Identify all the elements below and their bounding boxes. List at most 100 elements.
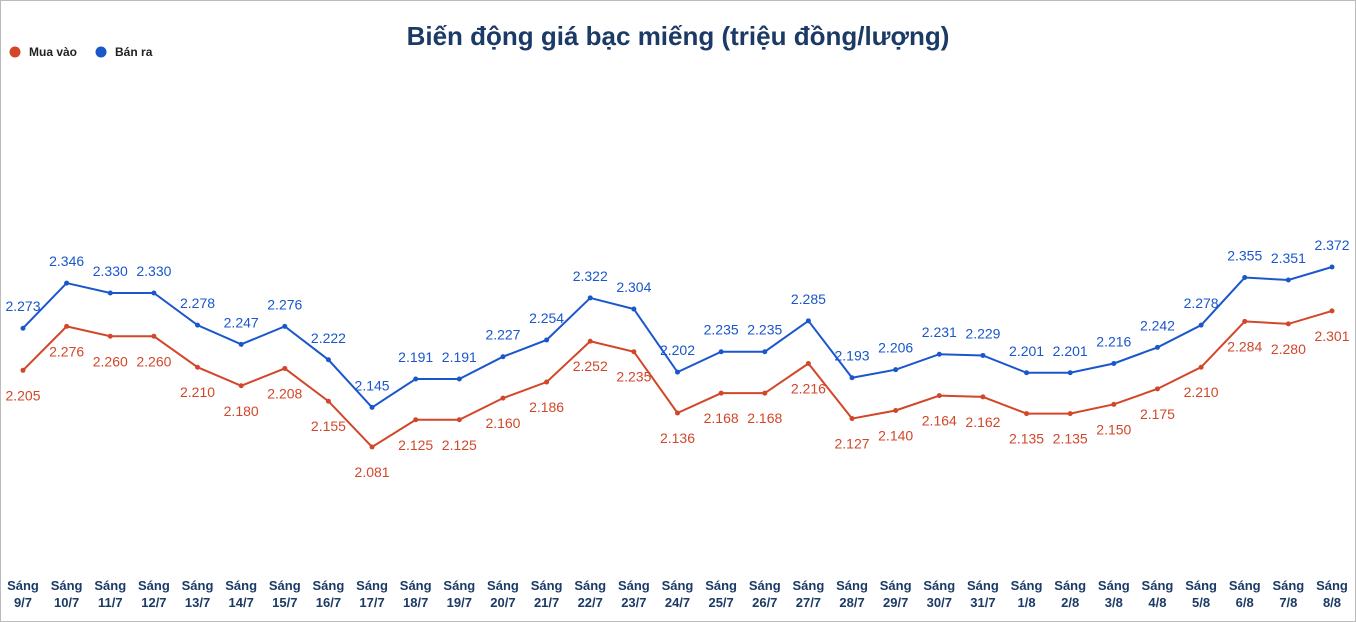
x-tick-label: Sáng 28/7 <box>836 578 868 610</box>
data-label: 2.201 <box>1053 343 1088 359</box>
x-tick-label: Sáng 19/7 <box>443 578 476 610</box>
data-label: 2.351 <box>1271 250 1306 266</box>
x-tick-label: Sáng 7/8 <box>1272 578 1305 610</box>
data-label: 2.285 <box>791 291 826 307</box>
data-label: 2.280 <box>1271 341 1306 357</box>
data-point <box>675 410 680 416</box>
legend-label: Bán ra <box>115 45 153 59</box>
data-label: 2.135 <box>1053 431 1088 447</box>
data-point <box>631 306 637 312</box>
data-point <box>1198 322 1204 328</box>
legend-marker <box>9 46 21 58</box>
data-label: 2.330 <box>136 263 171 279</box>
data-label: 2.229 <box>965 325 1000 341</box>
x-tick-label: Sáng 17/7 <box>356 578 388 610</box>
x-tick-label: Sáng 12/7 <box>137 578 170 610</box>
data-label: 2.135 <box>1009 431 1044 447</box>
data-point <box>64 280 70 286</box>
data-label: 2.227 <box>485 327 520 343</box>
data-label: 2.260 <box>93 353 128 369</box>
x-tick-label: Sáng 11/7 <box>94 578 127 610</box>
data-label: 2.125 <box>442 437 477 453</box>
data-point <box>1242 318 1248 324</box>
data-point <box>282 323 288 329</box>
data-point <box>718 390 724 396</box>
data-point <box>238 341 244 347</box>
x-tick-label: Sáng 1/8 <box>1010 578 1043 610</box>
data-label: 2.191 <box>398 349 433 365</box>
data-point <box>1067 411 1073 417</box>
data-label: 2.235 <box>616 369 651 385</box>
data-point <box>893 408 899 414</box>
data-point <box>1285 277 1291 283</box>
data-label: 2.081 <box>355 464 390 480</box>
data-point <box>1024 370 1030 376</box>
data-point <box>151 290 157 296</box>
data-point <box>1242 275 1248 281</box>
x-tick-label: Sáng 23/7 <box>617 578 650 610</box>
x-tick-label: Sáng 6/8 <box>1228 578 1261 610</box>
data-point <box>20 367 26 373</box>
data-point <box>64 323 70 329</box>
data-point <box>369 404 375 410</box>
data-label: 2.202 <box>660 342 695 358</box>
data-point <box>1024 411 1030 417</box>
data-label: 2.276 <box>267 296 302 312</box>
data-label: 2.186 <box>529 399 564 415</box>
data-label: 2.278 <box>1184 295 1219 311</box>
data-label: 2.168 <box>747 410 782 426</box>
data-label: 2.140 <box>878 428 913 444</box>
x-tick-label: Sáng 26/7 <box>748 578 781 610</box>
data-point <box>587 338 593 344</box>
data-label: 2.150 <box>1096 421 1131 437</box>
data-label: 2.210 <box>1184 384 1219 400</box>
x-tick-label: Sáng 24/7 <box>661 578 694 610</box>
data-label: 2.284 <box>1227 338 1262 354</box>
data-point <box>544 337 550 343</box>
data-label: 2.193 <box>835 348 870 364</box>
data-point <box>1111 401 1117 407</box>
x-tick-label: Sáng 25/7 <box>705 578 738 610</box>
data-label: 2.162 <box>965 414 1000 430</box>
data-point <box>151 333 157 339</box>
data-label: 2.222 <box>311 330 346 346</box>
data-point <box>1154 386 1160 392</box>
data-point <box>893 367 899 373</box>
data-point <box>195 364 201 370</box>
series-line <box>22 266 1333 409</box>
data-label: 2.273 <box>5 298 40 314</box>
x-tick-label: Sáng 22/7 <box>574 578 607 610</box>
x-tick-label: Sáng 13/7 <box>181 578 214 610</box>
data-label: 2.125 <box>398 437 433 453</box>
data-label: 2.145 <box>355 377 390 393</box>
data-label: 2.216 <box>1096 333 1131 349</box>
data-label: 2.136 <box>660 430 695 446</box>
data-point <box>1111 360 1117 366</box>
x-tick-label: Sáng 2/8 <box>1054 578 1087 610</box>
data-label: 2.276 <box>49 343 84 359</box>
legend-marker <box>95 46 107 58</box>
data-label: 2.252 <box>573 358 608 374</box>
data-label: 2.208 <box>267 385 302 401</box>
x-tick-label: Sáng 15/7 <box>268 578 301 610</box>
data-label: 2.242 <box>1140 317 1175 333</box>
data-point <box>631 349 637 355</box>
x-tick-label: Sáng 8/8 <box>1316 578 1348 610</box>
data-label: 2.155 <box>311 418 346 434</box>
data-point <box>805 360 811 366</box>
data-point <box>762 349 768 355</box>
data-point <box>980 394 986 400</box>
data-label: 2.205 <box>5 387 40 403</box>
data-point <box>413 376 419 382</box>
x-tick-label: Sáng 31/7 <box>967 578 999 610</box>
data-point <box>762 390 768 396</box>
data-point <box>675 369 680 375</box>
x-tick-label: Sáng 18/7 <box>399 578 432 610</box>
data-label: 2.322 <box>573 268 608 284</box>
x-tick-label: Sáng 10/7 <box>50 578 83 610</box>
data-point <box>936 351 942 357</box>
data-label: 2.330 <box>93 263 128 279</box>
data-point <box>849 416 855 422</box>
data-label: 2.127 <box>835 436 870 452</box>
